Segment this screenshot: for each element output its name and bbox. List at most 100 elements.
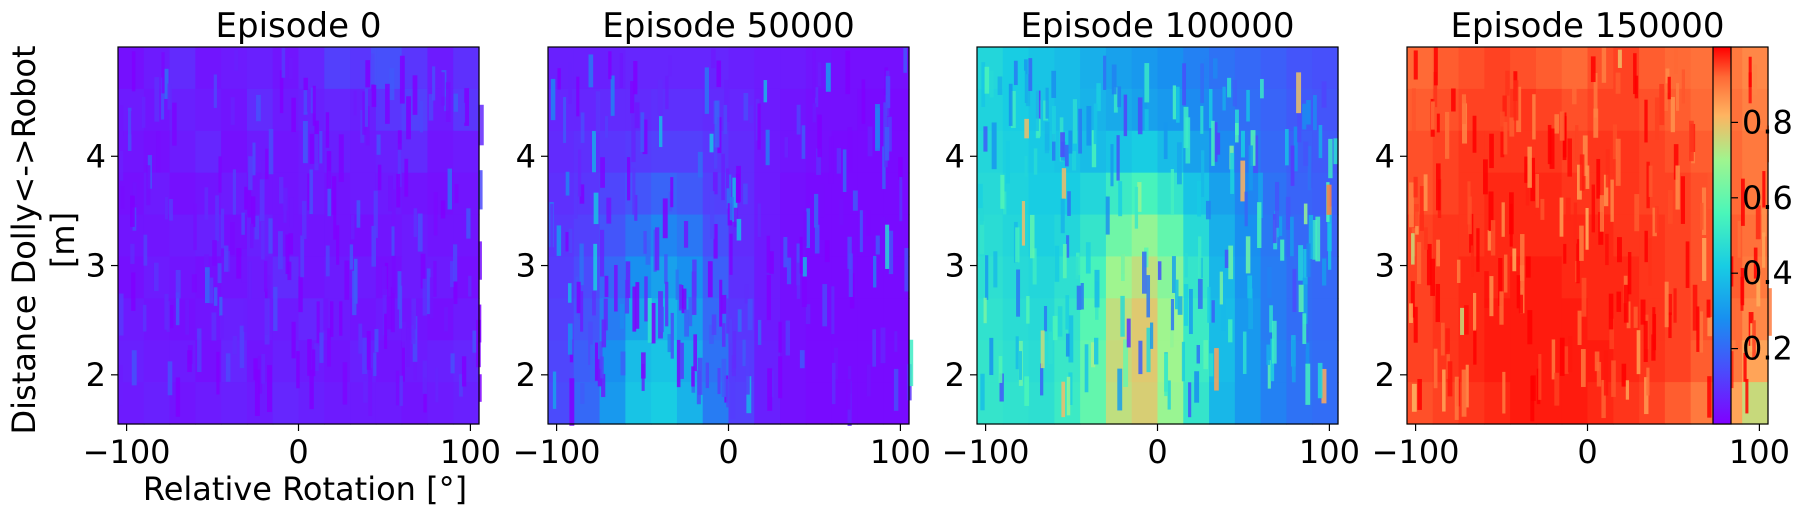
heat-streak [1673,144,1679,180]
heat-streak [1146,275,1151,318]
heat-streak [1267,360,1271,389]
heat-streak [342,362,348,405]
heat-streak [763,80,768,103]
heat-cell [324,47,351,90]
heat-streak [697,151,703,178]
heat-streak [1465,364,1469,408]
heat-streak [1562,112,1567,161]
heat-streak [156,131,161,173]
heat-streak [1123,94,1128,137]
heat-streak [691,366,695,387]
heat-streak [1530,157,1535,202]
heat-streak [822,284,828,327]
heat-cell [272,382,300,425]
heat-streak [1051,70,1057,98]
heat-streak [1198,236,1202,279]
heat-streak [1025,74,1031,107]
heat-streak [1767,288,1772,336]
heat-streak [1535,173,1540,208]
heat-streak [1067,191,1071,216]
heat-streak [1094,269,1100,308]
heat-cell [780,382,807,425]
heat-streak [1176,86,1180,123]
heat-cell [728,130,755,174]
heat-streak [1689,120,1694,162]
heat-cell [1312,298,1339,341]
heat-streak [600,157,605,188]
heat-streak [433,191,438,236]
heat-cell [1312,172,1339,216]
heat-streak [1103,55,1107,90]
heat-streak [1061,381,1066,418]
heat-streak [319,332,324,363]
heat-streak [801,267,807,307]
heat-streak [767,368,773,411]
heat-streak [1205,200,1211,220]
heat-streak [1029,214,1035,259]
heat-streak [399,375,403,406]
y-tick-label: 2 [1375,356,1395,394]
heat-streak [816,148,821,175]
heat-streak [1137,182,1142,212]
colorbar-tick-label: 0.8 [1742,103,1793,141]
heat-cell [831,88,859,132]
heat-streak [726,174,732,209]
x-tick-label: −100 [513,433,601,471]
heat-cell [805,172,833,216]
heat-streak [606,197,612,224]
heat-streak [894,331,898,352]
heat-streak [230,97,235,125]
heat-streak [364,88,369,127]
heat-streak [1488,191,1494,232]
heat-cell [427,214,454,258]
heat-streak [1707,316,1713,337]
heat-streak [978,183,983,209]
heat-streak [1601,47,1607,83]
heat-streak [1267,266,1272,298]
heat-streak [568,62,572,104]
heat-streak [828,136,834,184]
heat-streak [1750,323,1754,352]
heat-streak [697,357,703,395]
heat-streak [1675,165,1680,210]
heat-streak [461,356,467,387]
heat-streak [1424,227,1428,250]
heat-cell [625,382,652,425]
heat-streak [1157,261,1162,280]
y-tick-label: 2 [945,356,965,394]
heat-streak [336,225,340,265]
heat-streak [626,157,631,201]
heat-streak [309,133,315,164]
heat-streak [1298,284,1304,313]
heat-streak [216,351,220,395]
heat-streak [599,341,603,369]
heat-cell [805,340,833,383]
heat-streak [1640,299,1646,325]
heat-streak [423,377,427,413]
heat-streak [1667,76,1671,100]
heat-streak [1068,372,1073,406]
heat-streak [1305,329,1309,350]
heat-streak [1430,258,1435,296]
heat-streak [1445,328,1450,355]
heat-streak [1235,122,1239,143]
heat-streak [289,197,294,228]
heat-streak [563,97,567,143]
heat-streak [1297,96,1302,143]
heat-streak [1021,70,1026,117]
heat-cell [169,298,196,341]
heat-streak [1706,299,1711,318]
heat-streak [765,129,770,166]
heat-cell [1183,172,1210,216]
heat-streak [999,373,1004,402]
heat-cell [195,88,222,132]
heat-streak [1596,158,1601,199]
heat-streak [401,341,405,382]
heat-streak [1146,327,1151,373]
heat-streak [130,195,135,227]
heat-streak [325,245,330,277]
heat-streak [1285,128,1289,166]
heat-streak [604,116,609,138]
heat-cell [857,256,884,299]
heat-streak [1605,233,1609,266]
